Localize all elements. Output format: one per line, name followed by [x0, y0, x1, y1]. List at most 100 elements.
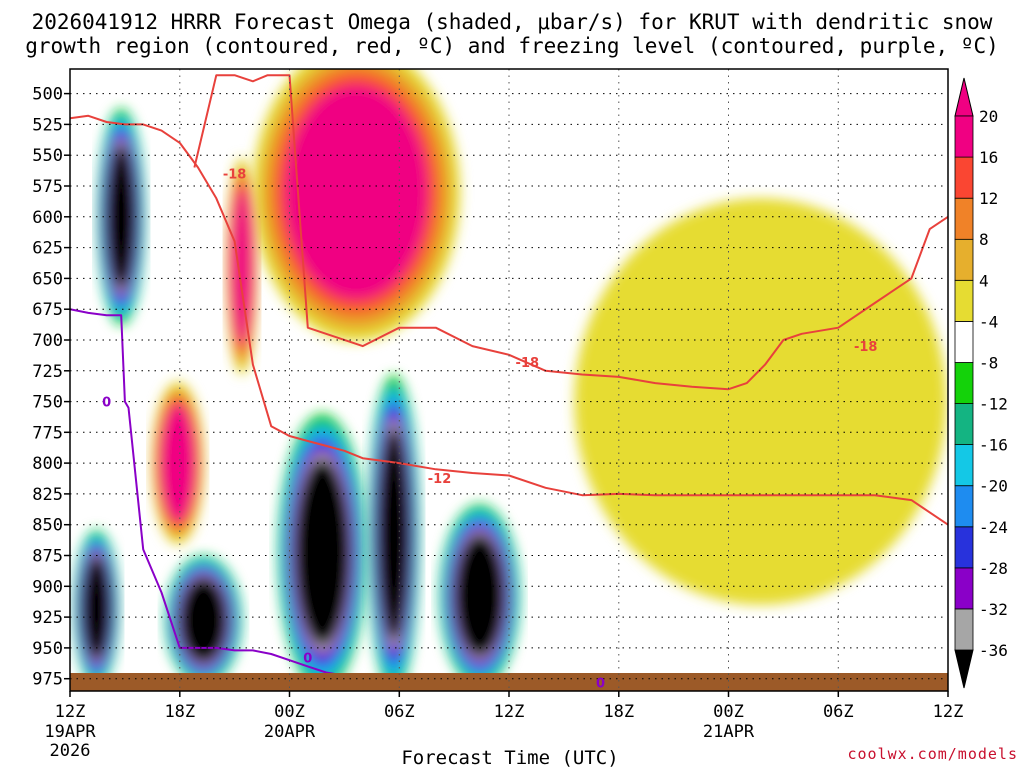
colorbar-label--4: -4: [979, 312, 998, 331]
colorbar-swatch-9: [954, 238, 974, 281]
y-tick-label-825: 825: [32, 485, 63, 505]
x-tick-label-36: 00Z: [713, 702, 744, 722]
colorbar-swatch-1: [954, 567, 974, 610]
omega-shade--40: [83, 559, 110, 657]
y-tick-label-550: 550: [32, 146, 63, 166]
omega-region-upper-strong-rising: [97, 108, 146, 326]
omega-region-sinking-column-1: [151, 381, 205, 545]
y-tick-label-525: 525: [32, 115, 63, 135]
x-date-label-19APR: 19APR: [44, 722, 96, 742]
y-tick-label-800: 800: [32, 454, 63, 474]
omega-region-rising-pre-dawn: [367, 374, 420, 691]
omega-region-lower-mid-rising: [165, 555, 242, 685]
colorbar-label--12: -12: [979, 395, 1008, 414]
colorbar: -36 -32 -28 -24 -20 -16 -12 -8 -4 4 8 12 16 20: [954, 77, 1008, 689]
colorbar-swatch-2: [954, 526, 974, 569]
y-tick-label-725: 725: [32, 362, 63, 382]
colorbar-label-16: 16: [979, 148, 998, 167]
contour-dgz-boundary-upper-12c-: [193, 74, 948, 391]
y-tick-label-950: 950: [32, 639, 63, 659]
chart-title-line-2: growth region (contoured, red, ºC) and f…: [25, 34, 999, 58]
colorbar-swatch-7: [954, 320, 974, 363]
colorbar-swatch-8: [954, 279, 974, 322]
contour-label-6: 0: [596, 676, 605, 691]
x-tick-label-24: 12Z: [494, 702, 525, 722]
omega-shade--40: [456, 539, 504, 652]
contour-label-3: -12: [428, 472, 452, 487]
omega-shade-24: [161, 410, 194, 516]
chart-title-line-1: 2026041912 HRRR Forecast Omega (shaded, …: [32, 10, 993, 34]
omega-shade--40: [296, 466, 348, 639]
x-tick-label-6: 18Z: [164, 702, 195, 722]
colorbar-label-4: 4: [979, 271, 989, 290]
credit-text[interactable]: coolwx.com/models: [847, 745, 1018, 763]
y-tick-label-600: 600: [32, 208, 63, 228]
colorbar-label--32: -32: [979, 600, 1008, 619]
contour-label-5: 0: [303, 652, 312, 667]
omega-region-lower-rising-after-midnight: [278, 413, 367, 691]
y-tick-label-675: 675: [32, 300, 63, 320]
y-tick-label-625: 625: [32, 239, 63, 259]
omega-region-late-morning-rising: [439, 504, 520, 687]
x-tick-label-42: 06Z: [823, 702, 854, 722]
colorbar-label-12: 12: [979, 189, 998, 208]
colorbar-label--28: -28: [979, 559, 1008, 578]
x-tick-label-12: 00Z: [274, 702, 305, 722]
x-tick-label-18: 06Z: [384, 702, 415, 722]
contour-dgz-top-18c-: [70, 114, 948, 526]
contour-label-2: -18: [854, 340, 878, 355]
colorbar-swatch-3: [954, 485, 974, 528]
colorbar-swatch-12: [954, 115, 974, 158]
colorbar-bottom-arrow: [954, 649, 974, 689]
colorbar-swatch-0: [954, 608, 974, 651]
omega-shade--40: [107, 149, 136, 284]
x-tick-label-0: 12Z: [55, 702, 86, 722]
colorbar-label-20: 20: [979, 107, 998, 126]
contour-labels: -18 -18 -18 -12 0 0 0: [102, 168, 878, 691]
y-tick-label-750: 750: [32, 393, 63, 413]
colorbar-swatch-5: [954, 403, 974, 445]
x-date-label-20APR: 20APR: [264, 722, 316, 742]
contour-label-1: -18: [516, 356, 540, 371]
colorbar-label--36: -36: [979, 641, 1008, 660]
colorbar-label--24: -24: [979, 518, 1008, 537]
omega-region-lower-left-sink-zone: [73, 530, 120, 686]
omega-shade-24: [292, 95, 421, 290]
y-tick-label-650: 650: [32, 269, 63, 289]
omega-region-upper-sinking-core: [252, 69, 460, 342]
colorbar-swatch-6: [954, 362, 974, 404]
y-tick-label-850: 850: [32, 516, 63, 536]
terrain-band: [70, 673, 948, 691]
colorbar-top-arrow: [954, 77, 974, 117]
y-tick-label-975: 975: [32, 670, 63, 690]
omega-shade--40: [378, 435, 409, 633]
y-tick-label-900: 900: [32, 577, 63, 597]
contour-label-0: -18: [223, 168, 247, 183]
y-tick-label-875: 875: [32, 547, 63, 567]
x-date-label-21APR: 21APR: [703, 722, 755, 742]
y-tick-label-500: 500: [32, 85, 63, 105]
x-axis-label: Forecast Time (UTC): [401, 747, 618, 768]
contour-label-4: 0: [102, 396, 111, 411]
y-tick-label-575: 575: [32, 177, 63, 197]
plot-area: -18 -18 -18 -12 0 0 0: [70, 69, 948, 691]
y-tick-label-700: 700: [32, 331, 63, 351]
colorbar-label--16: -16: [979, 436, 1008, 455]
x-tick-label-30: 18Z: [603, 702, 634, 722]
colorbar-swatch-10: [954, 197, 974, 240]
y-tick-label-775: 775: [32, 423, 63, 443]
colorbar-label--20: -20: [979, 477, 1008, 496]
colorbar-label-8: 8: [979, 230, 989, 249]
colorbar-label--8: -8: [979, 354, 998, 373]
colorbar-swatch-11: [954, 156, 974, 199]
omega-shade-24: [232, 195, 252, 337]
colorbar-swatch-4: [954, 444, 974, 487]
y-axis: 500 525 550 575 600 625 650 675 700 725 750 775 800 8…: [32, 85, 70, 690]
y-tick-label-925: 925: [32, 608, 63, 628]
x-tick-label-48: 12Z: [933, 702, 964, 722]
omega-region-sinking-column-2: [225, 157, 258, 375]
x-year-label: 2026: [50, 741, 91, 761]
omega-shade--40: [181, 580, 226, 660]
